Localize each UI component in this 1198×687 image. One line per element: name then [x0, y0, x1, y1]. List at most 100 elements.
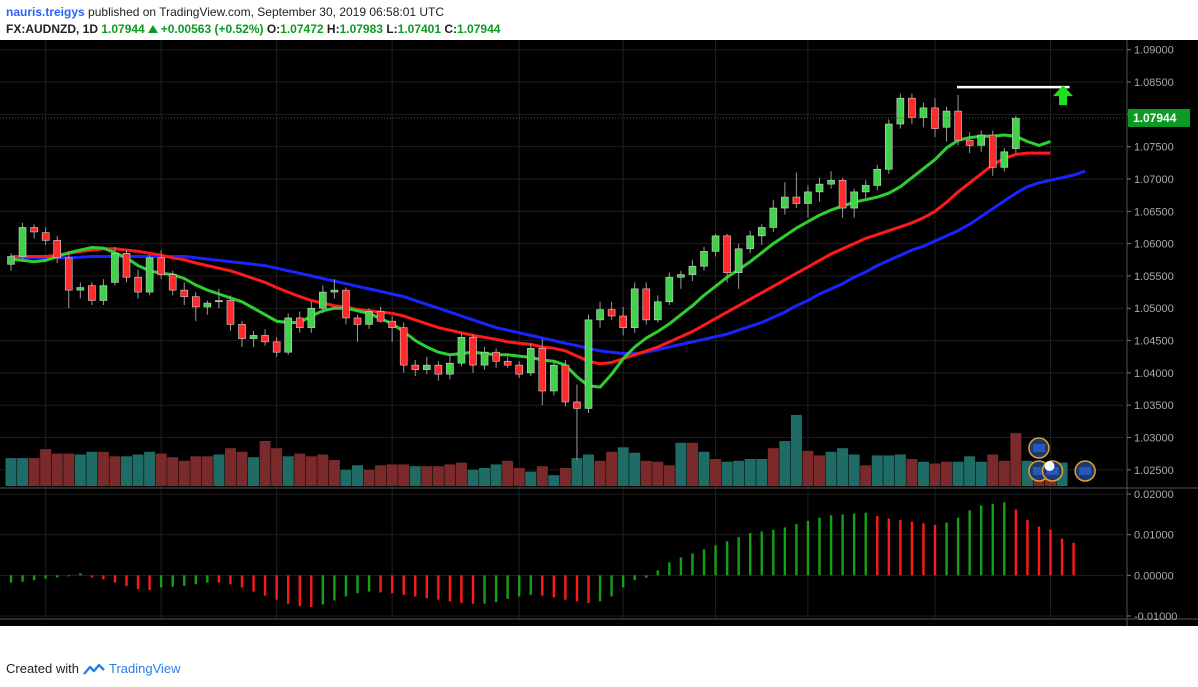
volume-bar: [121, 456, 132, 486]
volume-bar: [432, 466, 444, 486]
volume-bar: [894, 454, 906, 486]
candle-body: [434, 364, 443, 375]
volume-bar: [444, 464, 456, 486]
symbol-name: FX:AUDNZD, 1D: [6, 22, 98, 36]
volume-bar: [248, 457, 260, 486]
oscillator-bar: [113, 575, 117, 583]
candle-body: [422, 364, 431, 370]
author-link[interactable]: nauris.treigys: [6, 5, 85, 19]
candle-body: [827, 179, 835, 185]
volume-bar: [779, 441, 791, 486]
candle-body: [284, 317, 293, 353]
candle-body: [192, 296, 200, 308]
osc-tick-label: 0.02000: [1134, 489, 1174, 501]
candle-body: [399, 327, 408, 366]
oscillator-bar: [183, 575, 186, 586]
volume-bar: [848, 454, 860, 486]
volume-bar: [652, 461, 664, 486]
oscillator-bar: [899, 520, 902, 576]
oscillator-bar: [321, 575, 325, 605]
volume-bar: [63, 453, 75, 486]
volume-bar: [409, 466, 421, 486]
volume-bar: [594, 460, 606, 486]
volume-bar: [236, 451, 248, 486]
oscillator-bar: [864, 512, 867, 576]
oscillator-bar: [795, 524, 798, 576]
volume-bar: [975, 461, 987, 486]
volume-bar: [941, 461, 953, 486]
oscillator-bar: [621, 575, 625, 588]
volume-bar: [952, 461, 964, 486]
oscillator-bar: [136, 575, 140, 590]
volume-bar: [375, 465, 387, 486]
candle-body: [111, 253, 119, 283]
oscillator-bar: [806, 520, 810, 576]
volume-bar: [987, 454, 999, 486]
volume-bar: [132, 454, 144, 486]
candle-body: [457, 337, 466, 364]
volume-bar: [224, 448, 236, 486]
oscillator-bar: [44, 575, 47, 579]
candle-body: [226, 300, 235, 325]
oscillator-bar: [67, 575, 70, 577]
volume-bar: [502, 460, 514, 486]
candle-body: [41, 232, 50, 241]
candle-body: [1012, 117, 1020, 149]
candle-body: [700, 251, 708, 267]
candle-body: [180, 289, 189, 297]
annotations: [0, 85, 1124, 482]
volume-bar: [28, 458, 40, 486]
candle-body: [53, 240, 62, 259]
candle-body: [249, 335, 258, 339]
candle-body: [526, 348, 535, 374]
candle-body: [642, 288, 651, 321]
up-triangle-icon: [147, 25, 158, 33]
tradingview-brand[interactable]: TradingView: [108, 661, 181, 676]
price-axis[interactable]: 1.090001.085001.080001.075001.070001.065…: [1127, 45, 1190, 477]
oscillator-bar: [1037, 526, 1041, 576]
oscillator-bar: [702, 549, 706, 576]
oscillator-bar: [125, 575, 128, 586]
volume-bar: [698, 451, 710, 486]
oscillator-bar: [991, 503, 994, 576]
oscillator-bar: [772, 529, 775, 576]
volume-bar: [259, 441, 271, 486]
candles: [7, 93, 1020, 461]
price-chart[interactable]: 1.090001.085001.080001.075001.070001.065…: [0, 40, 1198, 626]
candle-body: [861, 185, 870, 193]
oscillator-bar: [217, 575, 221, 583]
oscillator-bar: [460, 575, 463, 603]
low-label: L:: [386, 22, 398, 36]
volume-bar: [837, 448, 849, 486]
candle-body: [815, 183, 824, 193]
event-count-badge: [1044, 461, 1055, 471]
candle-body: [88, 285, 96, 301]
candle-body: [804, 191, 812, 204]
volume-bar: [733, 460, 745, 486]
volume-bar: [40, 449, 52, 486]
oscillator-bar: [1072, 542, 1075, 576]
oscillator-bar: [841, 514, 844, 576]
last-price-tag-label: 1.07944: [1133, 111, 1177, 125]
oscillator-bar: [483, 575, 486, 604]
oscillator-bar: [933, 524, 937, 576]
volume-bar: [513, 468, 525, 486]
candle-body: [446, 362, 454, 375]
candle-body: [746, 235, 755, 250]
candle-body: [757, 227, 766, 237]
oscillator-bar: [90, 575, 94, 578]
oscillator-axis[interactable]: 0.02000 0.01000 0.00000 -0.01000: [1127, 489, 1177, 623]
candle-body: [538, 348, 547, 392]
oscillator-bar: [1026, 520, 1029, 576]
open-value: 1.07472: [280, 22, 324, 36]
price-tick-label: 1.03000: [1134, 433, 1174, 445]
candle-body: [607, 309, 616, 317]
price-tick-label: 1.02500: [1134, 465, 1174, 477]
volume-bar: [767, 448, 779, 486]
price-tick-label: 1.08500: [1134, 77, 1174, 89]
volume-bar: [86, 451, 98, 486]
price-tick-label: 1.07500: [1134, 142, 1174, 154]
candle-body: [1000, 151, 1009, 168]
volume-bar: [802, 450, 814, 486]
oscillator-bar: [633, 575, 636, 581]
